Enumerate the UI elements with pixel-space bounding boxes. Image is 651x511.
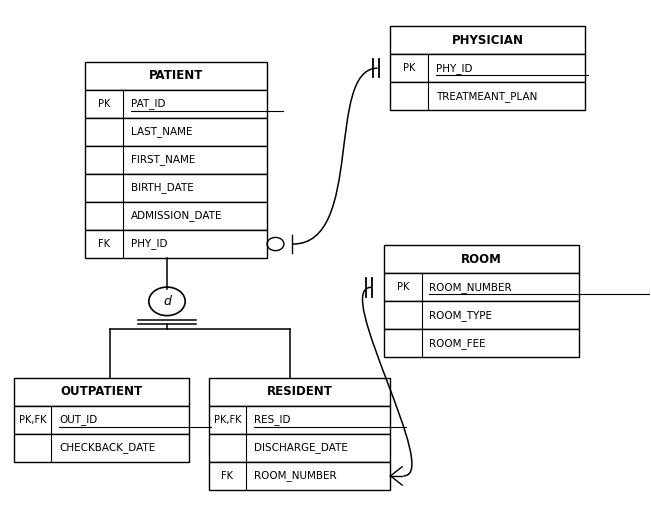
Text: OUTPATIENT: OUTPATIENT [61,385,143,398]
Text: ROOM_NUMBER: ROOM_NUMBER [430,282,512,293]
Bar [85,90,267,118]
Text: PHYSICIAN: PHYSICIAN [452,34,524,47]
Bar [391,82,585,110]
Text: RES_ID: RES_ID [254,414,290,425]
Text: RESIDENT: RESIDENT [266,385,333,398]
Text: ADMISSION_DATE: ADMISSION_DATE [131,211,222,221]
Bar [85,146,267,174]
Text: ROOM: ROOM [461,253,502,266]
Text: OUT_ID: OUT_ID [59,414,98,425]
Text: DISCHARGE_DATE: DISCHARGE_DATE [254,443,348,453]
Text: TREATMEANT_PLAN: TREATMEANT_PLAN [436,91,537,102]
Text: PK: PK [396,283,409,292]
Text: PK: PK [403,63,415,73]
Text: PK,FK: PK,FK [19,415,46,425]
Bar [391,26,585,54]
Bar [384,245,579,273]
Text: FK: FK [221,471,234,481]
Text: PHY_ID: PHY_ID [436,63,473,74]
Bar [14,434,189,462]
Text: FK: FK [98,239,110,249]
Text: ROOM_FEE: ROOM_FEE [430,338,486,349]
Bar [384,273,579,301]
Text: BIRTH_DATE: BIRTH_DATE [131,182,193,194]
Text: PHY_ID: PHY_ID [131,239,167,249]
Bar [85,174,267,202]
Bar [14,378,189,406]
Text: PK: PK [98,99,110,109]
Text: PATIENT: PATIENT [149,69,203,82]
Text: ROOM_TYPE: ROOM_TYPE [430,310,492,321]
Bar [384,330,579,357]
Text: FIRST_NAME: FIRST_NAME [131,154,195,166]
Bar [208,378,391,406]
Text: CHECKBACK_DATE: CHECKBACK_DATE [59,443,156,453]
Text: d: d [163,295,171,308]
Text: PK,FK: PK,FK [214,415,241,425]
Bar [384,301,579,330]
Bar [85,230,267,258]
Bar [85,118,267,146]
Bar [85,62,267,90]
Bar [208,406,391,434]
Bar [391,54,585,82]
Bar [85,202,267,230]
Text: LAST_NAME: LAST_NAME [131,126,192,137]
Bar [208,434,391,462]
Text: ROOM_NUMBER: ROOM_NUMBER [254,471,337,481]
Bar [14,406,189,434]
Bar [208,462,391,490]
Text: PAT_ID: PAT_ID [131,99,165,109]
